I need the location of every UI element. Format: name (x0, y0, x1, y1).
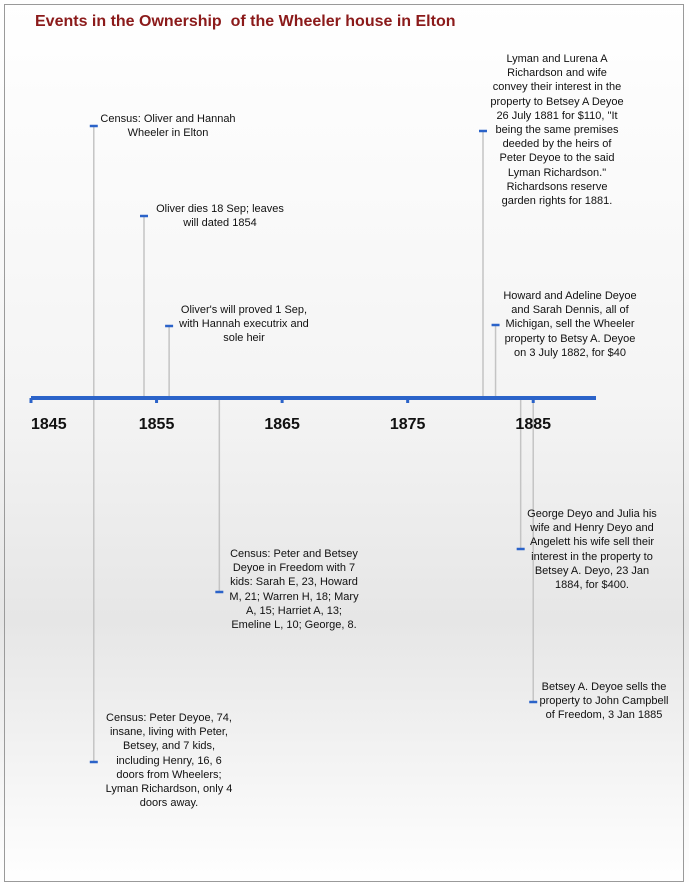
event-text: Howard and Adeline Deyoe and Sarah Denni… (503, 290, 637, 359)
chart-title: Events in the Ownership of the Wheeler h… (35, 13, 456, 30)
x-tick-label: 1865 (264, 416, 300, 433)
x-tick-label: 1875 (390, 416, 426, 433)
frame (4, 4, 684, 882)
event-text: Census: Peter and Betsey Deyoe in Freedo… (229, 548, 359, 632)
x-tick-label: 1845 (31, 416, 67, 433)
event-text: Lyman and Lurena A Richardson and wife c… (490, 53, 624, 208)
event-text: Betsey A. Deyoe sells the property to Jo… (539, 681, 669, 722)
x-tick-label: 1855 (139, 416, 175, 433)
event-text: George Deyo and Julia his wife and Henry… (527, 508, 657, 592)
event-text: Census: Oliver and Hannah Wheeler in Elt… (100, 113, 236, 140)
event-text: Census: Peter Deyoe, 74, insane, living … (105, 712, 233, 810)
event-text: Oliver's will proved 1 Sep, with Hannah … (179, 304, 309, 345)
x-tick-label: 1885 (515, 416, 551, 433)
event-text: Oliver dies 18 Sep; leaves will dated 18… (156, 203, 284, 230)
